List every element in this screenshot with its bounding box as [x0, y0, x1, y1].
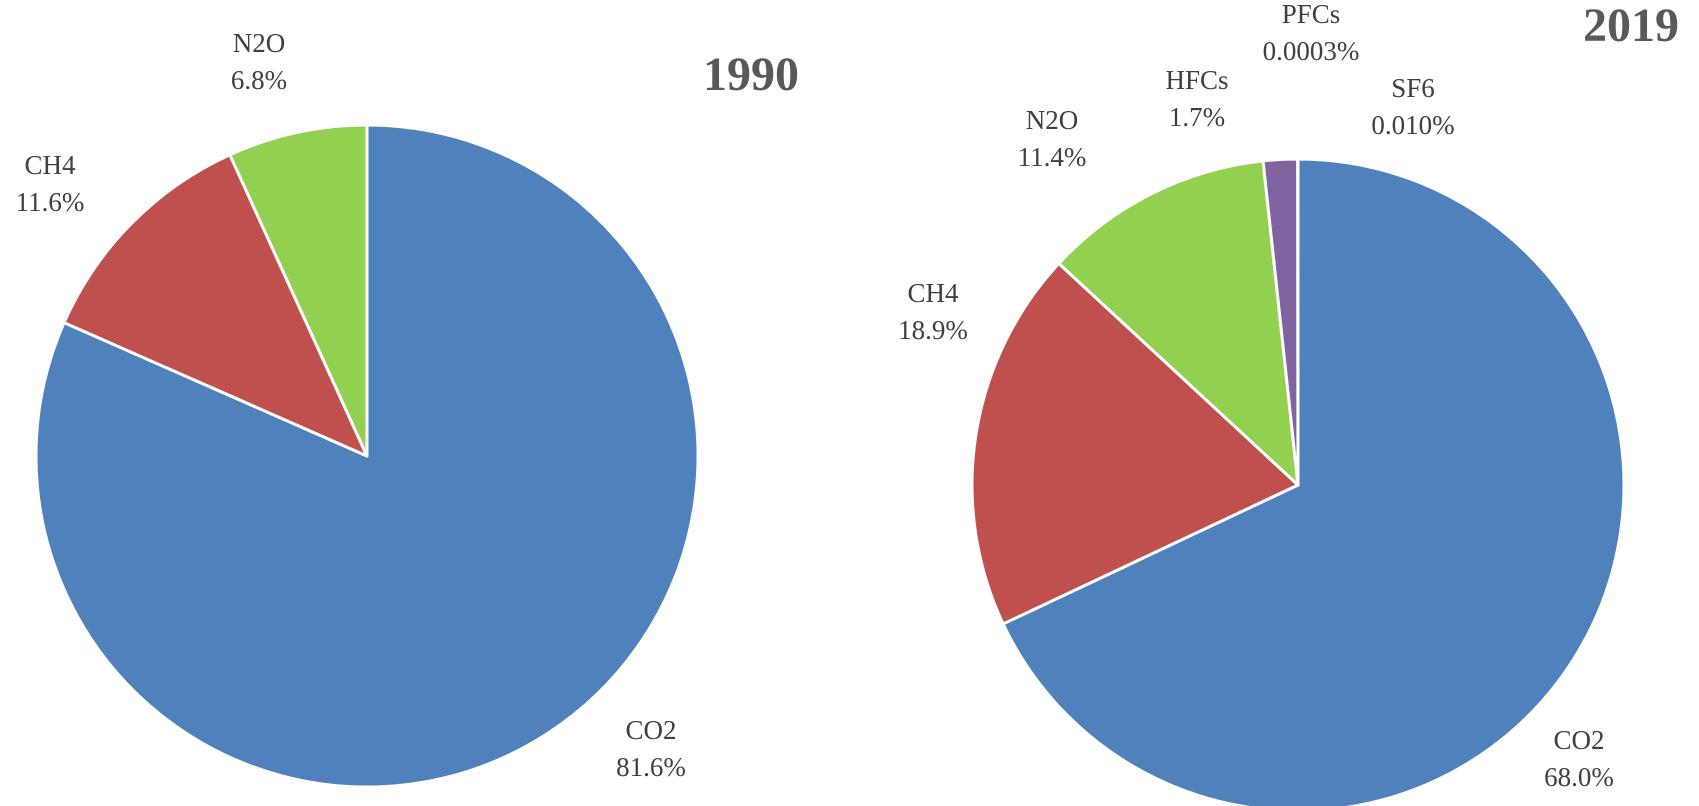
slice-value-label: 11.6% — [16, 187, 85, 217]
slice-value-label: 11.4% — [1018, 142, 1087, 172]
slice-label: CO2 — [1553, 725, 1604, 755]
slice-label: HFCs — [1165, 65, 1228, 95]
slice-value-label: 6.8% — [231, 65, 287, 95]
pie-slice — [1057, 159, 1300, 487]
pie-slice — [228, 123, 369, 458]
pie-slice — [1001, 157, 1626, 806]
slice-label: CO2 — [625, 715, 676, 745]
slice-value-label: 0.010% — [1371, 110, 1454, 140]
chart-title: 2019 — [1583, 0, 1679, 52]
slice-label: N2O — [233, 28, 286, 58]
pie-slice — [34, 123, 700, 789]
slice-value-label: 18.9% — [898, 315, 968, 345]
slice-label: PFCs — [1282, 0, 1341, 29]
slice-label: SF6 — [1391, 73, 1435, 103]
slice-label: N2O — [1026, 105, 1079, 135]
slice-value-label: 0.0003% — [1263, 36, 1360, 66]
slice-value-label: 68.0% — [1544, 762, 1614, 792]
pie-slice — [62, 153, 369, 458]
slice-value-label: 1.7% — [1169, 102, 1225, 132]
chart-title: 1990 — [703, 48, 799, 101]
slice-label: CH4 — [24, 150, 76, 180]
slice-value-label: 81.6% — [616, 752, 686, 782]
pie-slice — [970, 261, 1300, 626]
slice-label: CH4 — [907, 278, 959, 308]
